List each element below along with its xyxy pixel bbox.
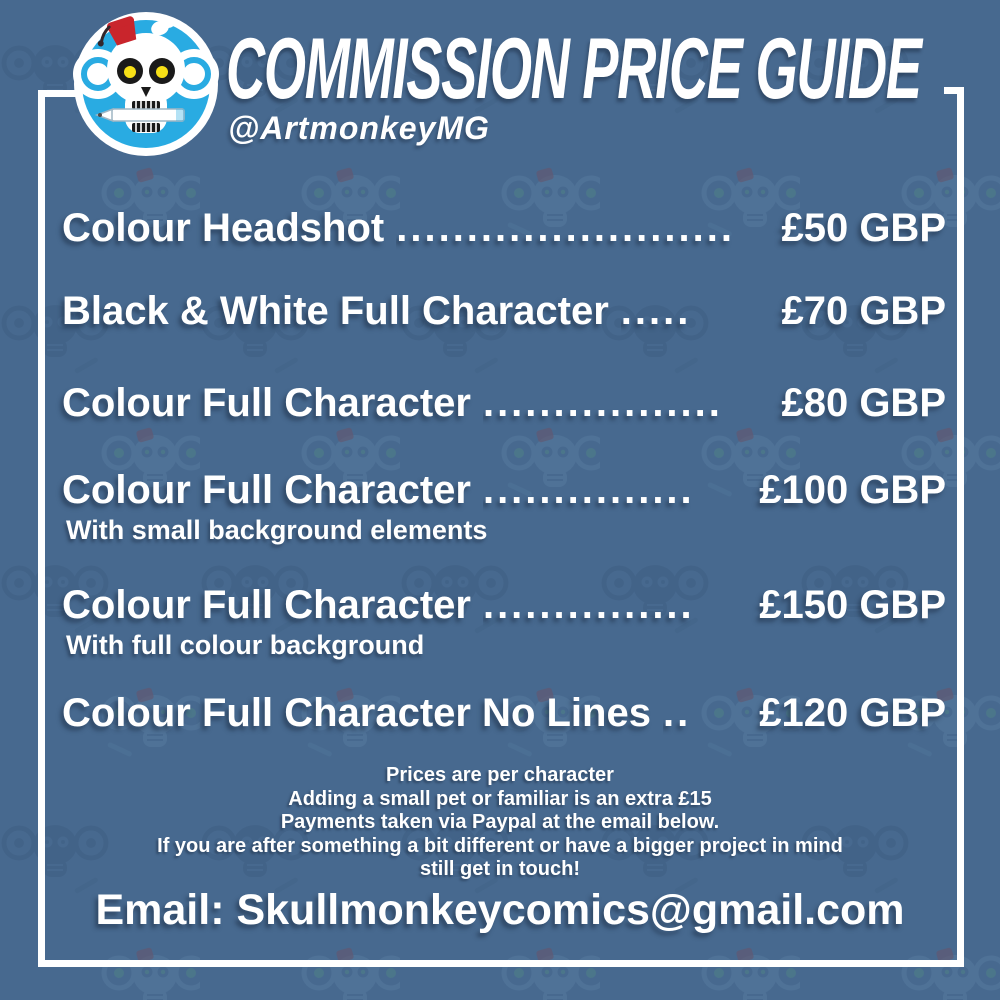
page-title: COMMISSION PRICE GUIDE (226, 21, 922, 117)
frame-border-top-right (944, 87, 964, 94)
price-leader-dots: .. (662, 691, 692, 735)
terms-block: Prices are per character Adding a small … (0, 764, 1000, 882)
contact-email: Email: Skullmonkeycomics@gmail.com (95, 886, 905, 934)
price-row: Colour Full Character ................. … (62, 381, 946, 426)
price-label: Colour Headshot (62, 206, 385, 250)
price-note: With small background elements (66, 515, 488, 545)
price-leader-dots: ..... (620, 289, 692, 333)
frame-border-right (957, 87, 964, 967)
price-amount: £80 GBP (781, 381, 946, 425)
price-leader-dots: ............... (482, 468, 695, 512)
price-amount: £50 GBP (781, 206, 946, 250)
frame-border-bottom (38, 960, 964, 967)
price-row: Colour Full Character ............... £1… (62, 583, 946, 628)
price-row: Colour Full Character ............... £1… (62, 468, 946, 513)
price-label: Colour Full Character No Lines (62, 691, 651, 735)
terms-line: Prices are per character (386, 764, 614, 786)
price-row: Black & White Full Character ..... £70 G… (62, 289, 946, 334)
price-label: Colour Full Character (62, 381, 471, 425)
terms-line: still get in touch! (420, 858, 580, 880)
price-leader-dots: ........................ (396, 206, 735, 250)
terms-line: Payments taken via Paypal at the email b… (280, 811, 720, 833)
price-leader-dots: ............... (482, 583, 695, 627)
terms-line: If you are after something a bit differe… (157, 834, 843, 857)
price-amount: £150 GBP (759, 583, 946, 627)
price-leader-dots: ................. (482, 381, 723, 425)
artist-handle: @ArtmonkeyMG (228, 110, 490, 146)
price-note: With full colour background (66, 630, 425, 660)
price-amount: £100 GBP (759, 468, 946, 512)
skull-monkey-logo-icon (73, 12, 219, 156)
frame-border-top-left (38, 90, 86, 97)
frame-border-left (38, 90, 45, 967)
price-amount: £70 GBP (781, 289, 946, 333)
price-label: Colour Full Character (62, 468, 471, 512)
price-row: Colour Full Character No Lines .. £120 G… (62, 691, 946, 736)
price-label: Black & White Full Character (62, 289, 609, 333)
price-row: Colour Headshot ........................… (62, 206, 946, 251)
terms-line: Adding a small pet or familiar is an ext… (288, 787, 712, 810)
price-label: Colour Full Character (62, 583, 471, 627)
price-amount: £120 GBP (759, 691, 946, 735)
